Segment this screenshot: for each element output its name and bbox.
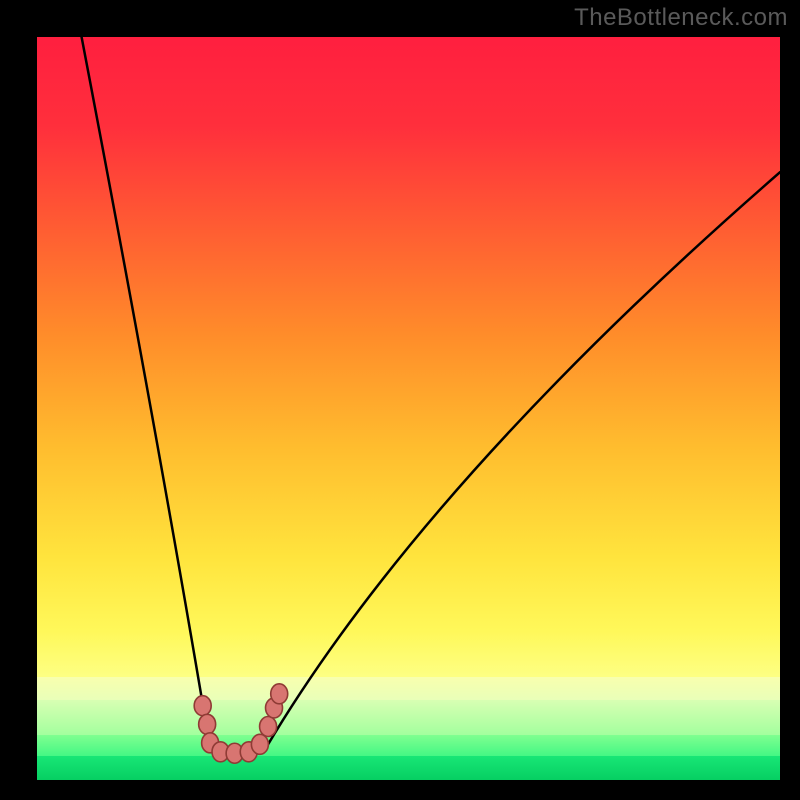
- watermark-text: TheBottleneck.com: [574, 4, 788, 32]
- gradient-background: [37, 37, 780, 780]
- plot-area: [37, 37, 780, 780]
